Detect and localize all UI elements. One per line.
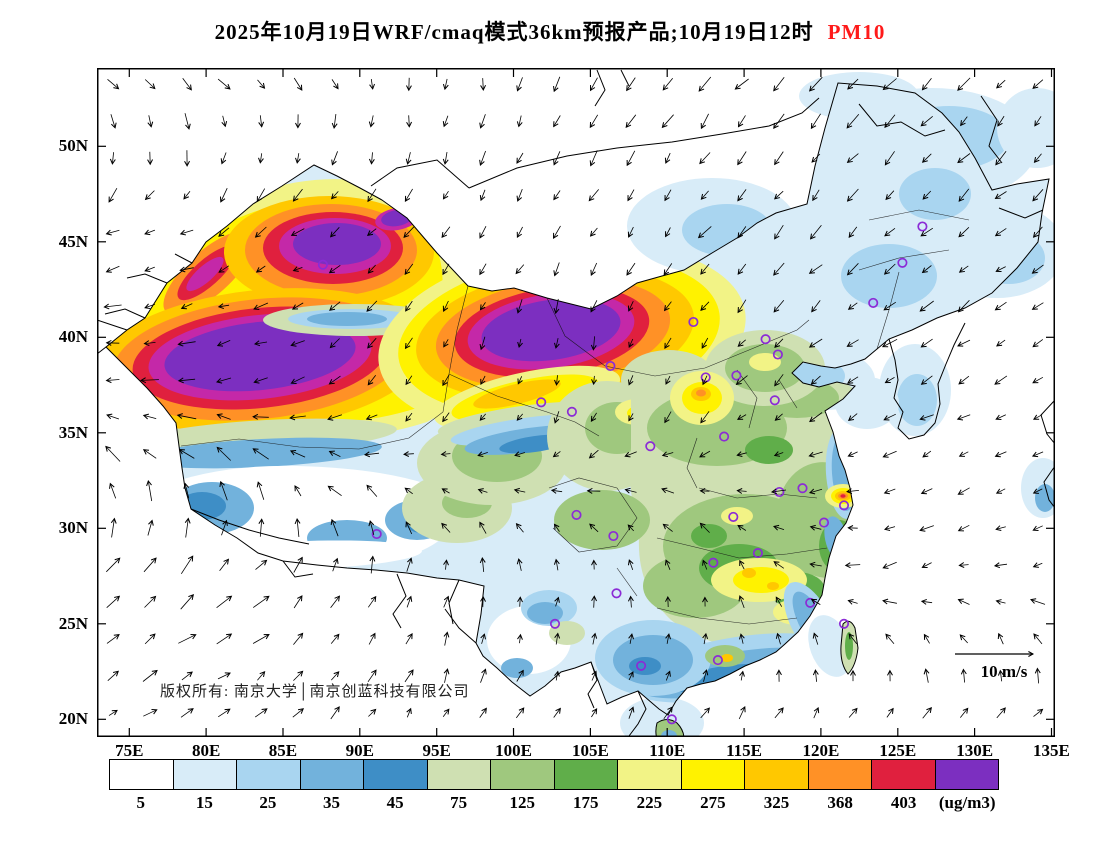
province-lines-layer — [180, 209, 970, 625]
station-marker — [712, 655, 723, 666]
station-marker — [752, 548, 763, 559]
lat-axis-label: 30N — [58, 518, 88, 538]
copyright-note: 版权所有: 南京大学│南京创蓝科技有限公司 — [160, 684, 470, 700]
colorbar-tick-label: 35 — [323, 793, 340, 812]
map-plot — [97, 68, 1055, 737]
colorbar-cell — [807, 760, 871, 789]
lat-axis-label: 40N — [58, 327, 88, 347]
station-marker — [760, 334, 771, 345]
station-marker — [838, 500, 850, 511]
station-marker — [571, 509, 582, 520]
colorbar-cell — [680, 760, 744, 789]
lon-axis-label: 110E — [649, 741, 686, 760]
colorbar-labels: 5 15 25 35 45 75 125 175 225 275 325 368 403 (ug/m3) — [109, 793, 999, 817]
colorbar-tick-label: 5 — [136, 793, 146, 812]
lon-axis-label: 90E — [345, 741, 374, 760]
station-marker — [317, 259, 328, 270]
lon-axis-label: 115E — [726, 741, 763, 760]
pollutant-label: PM10 — [827, 20, 886, 44]
colorbar-cell — [426, 760, 490, 789]
station-marker — [688, 316, 699, 328]
station-marker — [371, 528, 382, 540]
colorbar-tick-label: 125 — [509, 793, 535, 812]
station-marker — [728, 511, 739, 522]
colorbar-tick-label: 403 — [890, 793, 917, 812]
colorbar-cell — [553, 760, 617, 789]
station-marker — [666, 714, 677, 725]
lat-axis-label: 25N — [58, 613, 88, 633]
station-marker — [719, 431, 730, 442]
wind-scale-label: 10 m/s — [980, 662, 1028, 681]
station-marker — [536, 397, 547, 408]
station-marker — [645, 441, 656, 452]
pm10-field-layer — [106, 83, 1049, 715]
station-marker — [917, 221, 928, 232]
lat-axis-label: 20N — [58, 709, 88, 729]
lon-axis-label: 95E — [422, 741, 451, 760]
station-marker — [611, 588, 622, 599]
colorbar-tick-label: 15 — [195, 793, 213, 812]
lon-axis-label: 85E — [268, 741, 298, 760]
colorbar-cell — [934, 760, 998, 789]
station-marker — [897, 257, 908, 268]
colorbar-cell — [236, 760, 300, 789]
map-canvas — [97, 68, 1055, 737]
colorbar-cell — [490, 760, 554, 789]
colorbar-tick-label: 175 — [573, 793, 599, 812]
station-marker — [549, 618, 561, 629]
colorbar-tick-label: 45 — [386, 793, 404, 812]
lon-axis-label: 130E — [956, 741, 994, 760]
title-text: 2025年10月19日WRF/cmaq模式36km预报产品;10月19日12时 — [214, 20, 814, 44]
station-marker — [566, 406, 577, 417]
lat-axis-label: 35N — [58, 422, 88, 442]
colorbar-tick-label: 225 — [636, 793, 663, 812]
lon-axis-label: 105E — [571, 741, 609, 760]
colorbar — [109, 759, 999, 790]
colorbar-cell — [299, 760, 363, 789]
lon-axis-label: 80E — [191, 741, 221, 760]
map-frame — [97, 68, 1055, 737]
colorbar-tick-label: 75 — [450, 793, 468, 812]
station-marker — [708, 557, 719, 568]
lat-axis-label: 45N — [58, 231, 88, 251]
lat-axis-label: 50N — [58, 136, 88, 156]
colorbar-tick-label: 325 — [763, 793, 790, 812]
station-marker — [868, 297, 879, 308]
station-marker — [772, 349, 783, 360]
lon-axis-label: 135E — [1033, 741, 1070, 760]
colorbar-cell — [744, 760, 808, 789]
colorbar-cell — [617, 760, 681, 789]
wind-vectors-layer — [103, 76, 1046, 720]
colorbar-tick-label: 368 — [827, 793, 853, 812]
borders-layer — [97, 69, 1055, 737]
lon-axis-label: 100E — [495, 741, 532, 760]
station-marker — [818, 517, 830, 528]
station-marker — [608, 530, 619, 542]
colorbar-tick-label: 25 — [259, 793, 277, 812]
lon-axis-label: 75E — [115, 741, 144, 760]
page-title: 2025年10月19日WRF/cmaq模式36km预报产品;10月19日12时 P… — [0, 16, 1100, 46]
station-marker — [769, 395, 780, 406]
colorbar-cell — [172, 760, 236, 789]
station-marker — [838, 618, 850, 629]
colorbar-tick-label: 275 — [700, 793, 726, 812]
colorbar-cell — [363, 760, 427, 789]
colorbar-cell — [110, 760, 173, 789]
station-marker — [605, 360, 616, 372]
lon-axis-label: 125E — [879, 741, 917, 760]
colorbar-unit: (ug/m3) — [938, 793, 996, 812]
colorbar-cell — [871, 760, 935, 789]
lon-axis-label: 120E — [802, 741, 840, 760]
station-marker — [636, 660, 647, 671]
station-marker — [797, 483, 808, 494]
